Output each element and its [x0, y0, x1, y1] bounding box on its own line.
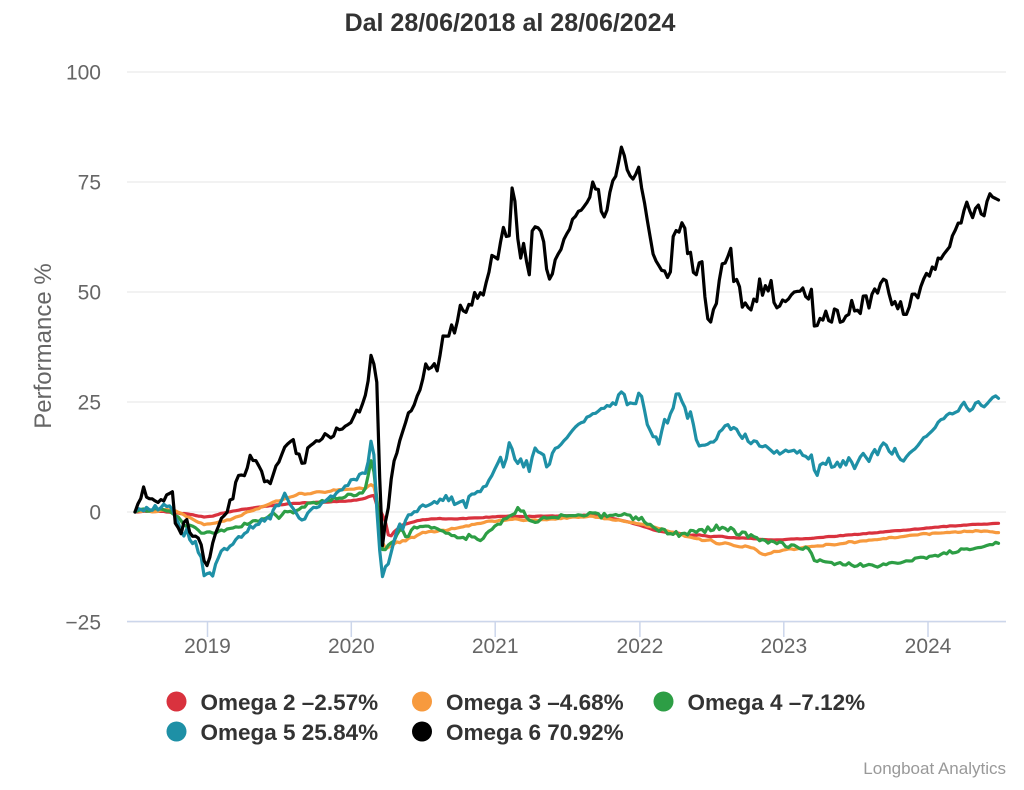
svg-text:25: 25: [78, 392, 101, 415]
svg-text:100: 100: [66, 62, 101, 85]
svg-text:2021: 2021: [472, 635, 519, 658]
svg-text:0: 0: [89, 502, 101, 525]
svg-text:2019: 2019: [184, 635, 231, 658]
svg-text:Omega 3 –4.68%: Omega 3 –4.68%: [446, 690, 624, 715]
svg-text:−25: −25: [65, 612, 101, 635]
svg-text:Dal 28/06/2018 al 28/06/2024: Dal 28/06/2018 al 28/06/2024: [345, 9, 676, 37]
svg-text:Omega 2 –2.57%: Omega 2 –2.57%: [201, 690, 379, 715]
svg-text:75: 75: [78, 172, 101, 195]
svg-text:2023: 2023: [760, 635, 807, 658]
svg-text:2022: 2022: [617, 635, 664, 658]
svg-text:2020: 2020: [328, 635, 375, 658]
svg-text:Longboat Analytics: Longboat Analytics: [863, 759, 1006, 778]
svg-text:Omega 6 70.92%: Omega 6 70.92%: [446, 720, 624, 745]
svg-text:Omega 4 –7.12%: Omega 4 –7.12%: [688, 690, 866, 715]
svg-text:Performance %: Performance %: [30, 263, 57, 428]
svg-text:50: 50: [78, 282, 101, 305]
svg-text:Omega 5 25.84%: Omega 5 25.84%: [201, 720, 379, 745]
svg-text:2024: 2024: [905, 635, 952, 658]
